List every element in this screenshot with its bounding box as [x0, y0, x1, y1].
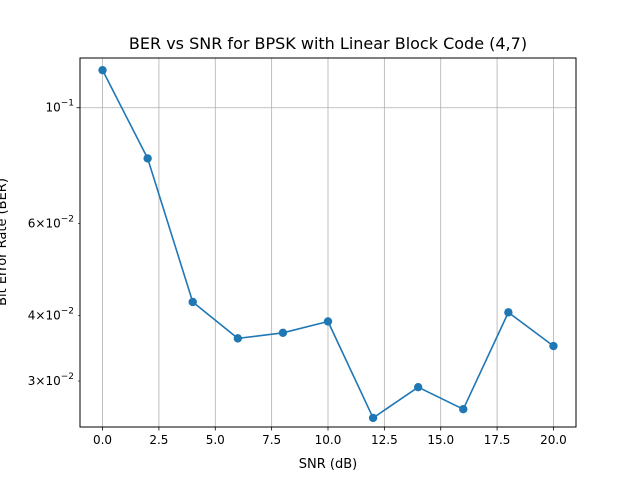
data-point — [98, 65, 107, 75]
x-tick-label: 10.0 — [315, 433, 342, 447]
x-tick-label: 15.0 — [427, 433, 454, 447]
y-tick-label: 3×10−2 — [28, 372, 74, 388]
x-tick-label: 5.0 — [206, 433, 225, 447]
data-point — [549, 341, 558, 351]
ticks: 0.0 2.5 5.0 7.5 10.0 12.5 15.0 17.5 20.0 3×10−2 4×… — [28, 99, 567, 447]
chart-title: BER vs SNR for BPSK with Linear Block Co… — [129, 34, 527, 53]
x-tick-label: 17.5 — [484, 433, 511, 447]
x-tick-label: 12.5 — [371, 433, 398, 447]
x-axis-label: SNR (dB) — [299, 457, 357, 472]
data-point — [188, 297, 197, 307]
y-tick-label: 10−1 — [45, 99, 74, 115]
x-tick-label: 7.5 — [262, 433, 281, 447]
data-point — [233, 334, 243, 343]
data-point — [143, 154, 152, 163]
data-point — [323, 317, 333, 326]
y-axis-label: Bit Error Rate (BER) — [0, 178, 10, 306]
data-point — [278, 328, 288, 338]
grid — [80, 58, 576, 427]
data-point — [459, 404, 468, 414]
x-tick-label: 2.5 — [149, 433, 168, 447]
series-layer — [98, 65, 558, 423]
data-point — [368, 413, 378, 423]
x-tick-label: 20.0 — [540, 433, 567, 447]
data-point — [413, 382, 423, 392]
y-tick-label: 6×10−2 — [28, 215, 74, 231]
data-point — [504, 308, 513, 317]
x-tick-label: 0.0 — [93, 433, 112, 447]
y-tick-label: 4×10−2 — [28, 307, 74, 323]
